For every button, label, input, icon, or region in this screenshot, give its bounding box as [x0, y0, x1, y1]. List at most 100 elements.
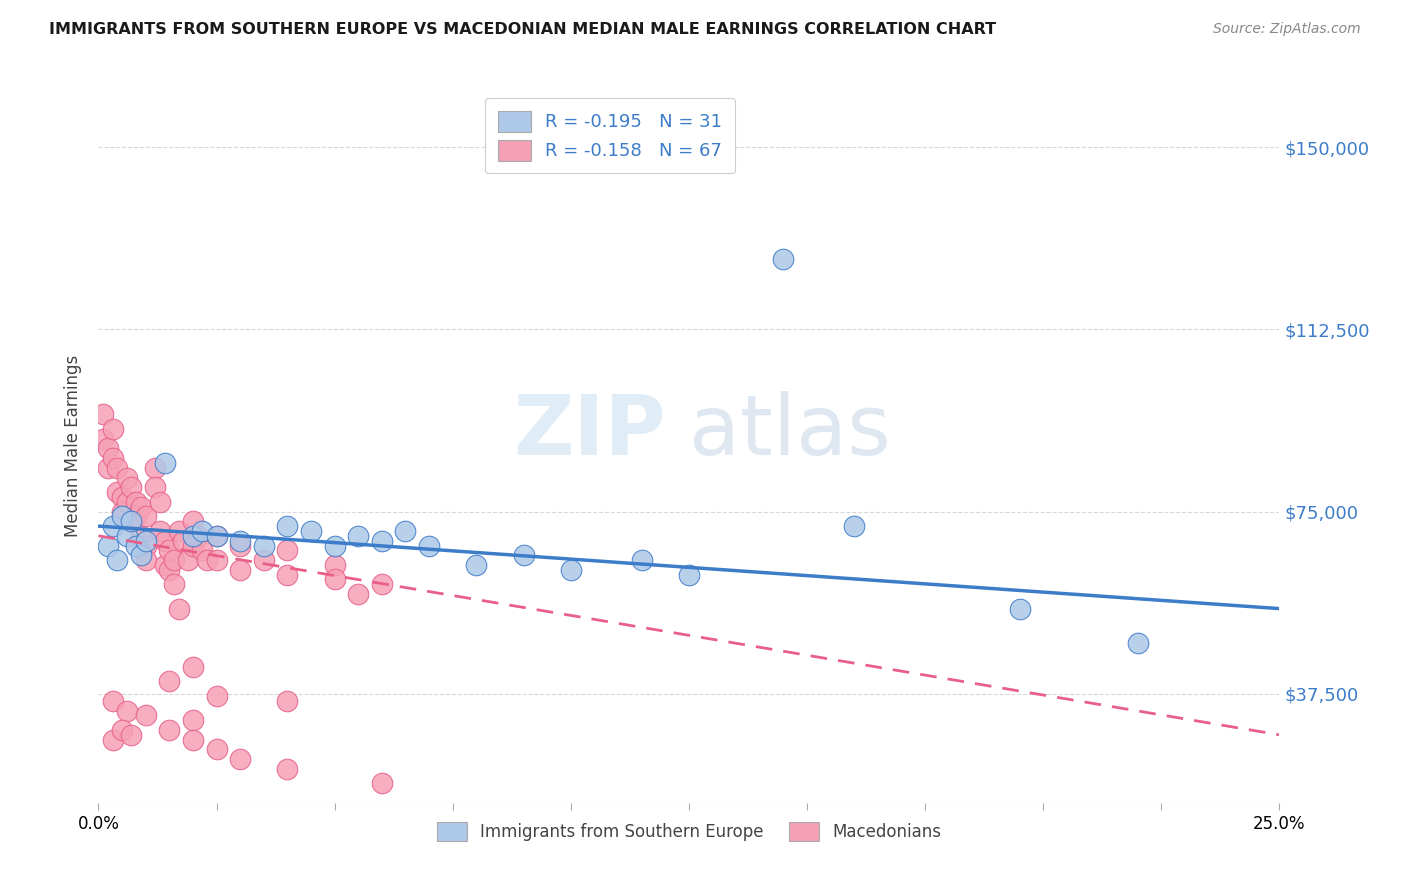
Point	[205, 529, 228, 543]
Point	[111, 504, 134, 518]
Legend: Immigrants from Southern Europe, Macedonians: Immigrants from Southern Europe, Macedon…	[430, 815, 948, 848]
Point	[512, 548, 534, 562]
Point	[371, 776, 394, 790]
Text: IMMIGRANTS FROM SOUTHERN EUROPE VS MACEDONIAN MEDIAN MALE EARNINGS CORRELATION C: IMMIGRANTS FROM SOUTHERN EUROPE VS MACED…	[49, 22, 997, 37]
Point	[157, 674, 180, 689]
Point	[135, 553, 157, 567]
Point	[181, 514, 204, 528]
Text: atlas: atlas	[689, 392, 890, 472]
Point	[253, 553, 276, 567]
Point	[167, 601, 190, 615]
Point	[121, 514, 143, 528]
Point	[205, 529, 228, 543]
Point	[560, 563, 582, 577]
Point	[181, 713, 204, 727]
Point	[157, 563, 180, 577]
Point	[772, 252, 794, 266]
Point	[1126, 635, 1149, 649]
Point	[229, 563, 252, 577]
Point	[229, 752, 252, 766]
Y-axis label: Median Male Earnings: Median Male Earnings	[65, 355, 83, 537]
Point	[465, 558, 488, 572]
Point	[149, 495, 172, 509]
Point	[97, 460, 120, 475]
Point	[97, 539, 120, 553]
Point	[153, 558, 176, 572]
Point	[347, 587, 370, 601]
Point	[276, 694, 298, 708]
Point	[371, 533, 394, 548]
Point	[157, 723, 180, 737]
Point	[101, 694, 124, 708]
Point	[163, 553, 186, 567]
Point	[121, 728, 143, 742]
Point	[394, 524, 416, 538]
Point	[129, 548, 152, 562]
Point	[167, 524, 190, 538]
Point	[91, 408, 114, 422]
Point	[101, 451, 124, 466]
Point	[143, 460, 166, 475]
Point	[187, 529, 209, 543]
Text: ZIP: ZIP	[513, 392, 665, 472]
Point	[163, 577, 186, 591]
Point	[253, 539, 276, 553]
Point	[115, 470, 138, 484]
Point	[205, 553, 228, 567]
Point	[181, 539, 204, 553]
Point	[1008, 601, 1031, 615]
Point	[101, 519, 124, 533]
Point	[111, 490, 134, 504]
Point	[191, 543, 214, 558]
Point	[276, 543, 298, 558]
Point	[172, 533, 194, 548]
Point	[135, 509, 157, 524]
Point	[91, 432, 114, 446]
Point	[181, 529, 204, 543]
Point	[276, 567, 298, 582]
Point	[195, 553, 218, 567]
Point	[105, 460, 128, 475]
Point	[153, 456, 176, 470]
Point	[323, 573, 346, 587]
Point	[149, 524, 172, 538]
Point	[229, 533, 252, 548]
Point	[105, 553, 128, 567]
Point	[205, 742, 228, 756]
Point	[135, 539, 157, 553]
Point	[844, 519, 866, 533]
Point	[229, 539, 252, 553]
Point	[101, 732, 124, 747]
Point	[121, 480, 143, 494]
Point	[371, 577, 394, 591]
Point	[181, 660, 204, 674]
Point	[418, 539, 440, 553]
Point	[135, 533, 157, 548]
Point	[125, 539, 148, 553]
Point	[115, 495, 138, 509]
Point	[105, 485, 128, 500]
Point	[115, 529, 138, 543]
Point	[276, 519, 298, 533]
Point	[125, 495, 148, 509]
Point	[153, 533, 176, 548]
Point	[125, 509, 148, 524]
Point	[157, 543, 180, 558]
Point	[121, 514, 143, 528]
Point	[630, 553, 652, 567]
Point	[181, 732, 204, 747]
Point	[101, 422, 124, 436]
Point	[135, 708, 157, 723]
Point	[323, 558, 346, 572]
Point	[143, 480, 166, 494]
Point	[191, 524, 214, 538]
Point	[111, 509, 134, 524]
Point	[129, 529, 152, 543]
Point	[276, 762, 298, 776]
Point	[177, 553, 200, 567]
Point	[129, 500, 152, 514]
Point	[115, 704, 138, 718]
Text: Source: ZipAtlas.com: Source: ZipAtlas.com	[1213, 22, 1361, 37]
Point	[97, 442, 120, 456]
Point	[323, 539, 346, 553]
